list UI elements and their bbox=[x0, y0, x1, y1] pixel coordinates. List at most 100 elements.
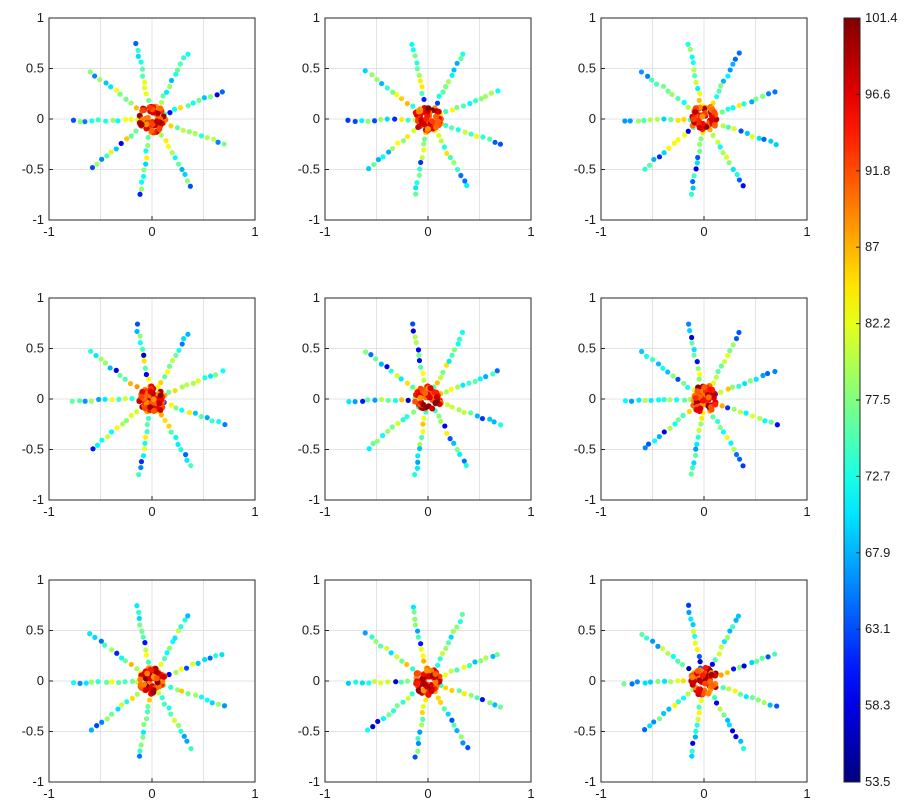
scatter-point bbox=[214, 92, 220, 98]
scatter-point bbox=[220, 368, 226, 374]
scatter-point bbox=[747, 378, 753, 384]
scatter-point bbox=[448, 386, 454, 392]
scatter-point bbox=[442, 423, 448, 429]
center-point bbox=[154, 118, 161, 125]
scatter-point bbox=[736, 329, 742, 336]
scatter-point bbox=[175, 722, 182, 729]
scatter-point bbox=[741, 101, 747, 107]
scatter-point bbox=[460, 103, 467, 109]
scatter-point bbox=[714, 94, 720, 100]
scatter-point bbox=[730, 61, 736, 67]
scatter-point bbox=[370, 724, 376, 730]
scatter-point bbox=[140, 346, 146, 352]
center-point bbox=[711, 109, 718, 116]
scatter-point bbox=[372, 397, 378, 403]
scatter-point bbox=[399, 116, 405, 123]
scatter-point bbox=[418, 722, 425, 728]
scatter-point bbox=[365, 397, 371, 403]
center-point bbox=[144, 114, 151, 121]
scatter-point bbox=[405, 695, 411, 702]
scatter-point bbox=[371, 161, 377, 168]
scatter-point bbox=[436, 93, 442, 99]
center-point bbox=[701, 384, 708, 391]
y-tick-label: 0 bbox=[589, 673, 596, 688]
scatter-point bbox=[687, 46, 694, 53]
colorbar-tick-label: 72.7 bbox=[865, 468, 890, 483]
scatter-point bbox=[710, 380, 716, 386]
scatter-point bbox=[768, 419, 774, 425]
scatter-point bbox=[690, 622, 696, 628]
scatter-point bbox=[440, 89, 446, 95]
y-tick-label: -1 bbox=[584, 212, 596, 227]
scatter-point bbox=[638, 69, 645, 75]
scatter-point bbox=[140, 734, 146, 740]
center-point bbox=[421, 121, 428, 128]
scatter-point bbox=[689, 54, 695, 60]
scatter-point bbox=[681, 132, 688, 138]
scatter-point bbox=[412, 53, 418, 59]
y-tick-label: -0.5 bbox=[22, 442, 44, 457]
scatter-point bbox=[438, 699, 444, 706]
scatter-point bbox=[410, 604, 417, 610]
scatter-point bbox=[98, 356, 104, 362]
x-tick-label: -1 bbox=[319, 504, 331, 519]
scatter-point bbox=[435, 662, 441, 668]
scatter-point bbox=[754, 658, 760, 664]
scatter-point bbox=[421, 658, 427, 664]
scatter-point bbox=[394, 654, 400, 660]
scatter-point bbox=[127, 381, 134, 387]
scatter-point bbox=[415, 459, 421, 465]
scatter-point bbox=[102, 642, 108, 648]
scatter-point bbox=[451, 347, 458, 353]
scatter-point bbox=[680, 695, 687, 701]
scatter-point bbox=[110, 117, 116, 123]
scatter-point bbox=[759, 655, 765, 661]
colorbar-gradient bbox=[844, 18, 860, 782]
scatter-point bbox=[667, 397, 673, 403]
scatter-point bbox=[694, 722, 700, 728]
scatter-point bbox=[95, 679, 101, 685]
scatter-point bbox=[740, 463, 746, 469]
scatter-point bbox=[98, 638, 104, 644]
scatter-point bbox=[446, 358, 452, 364]
center-point bbox=[154, 669, 161, 676]
center-point bbox=[427, 385, 434, 392]
scatter-point bbox=[731, 406, 737, 412]
scatter-point bbox=[774, 422, 780, 428]
scatter-point bbox=[715, 139, 721, 145]
scatter-point bbox=[756, 135, 762, 141]
scatter-point bbox=[685, 691, 691, 697]
center-point bbox=[697, 405, 704, 412]
scatter-point bbox=[773, 142, 779, 148]
scatter-point bbox=[692, 734, 698, 740]
y-tick-label: -0.5 bbox=[22, 724, 44, 739]
scatter-point bbox=[134, 691, 140, 697]
scatter-point bbox=[458, 734, 464, 740]
scatter-point bbox=[166, 423, 172, 429]
scatter-point bbox=[345, 117, 351, 123]
scatter-point bbox=[411, 128, 417, 134]
scatter-point bbox=[642, 445, 648, 451]
scatter-point bbox=[184, 178, 191, 184]
panel-r3-c3: -1 0 1 1 0.5 0 -0.5 -1 bbox=[574, 572, 811, 801]
scatter-point bbox=[740, 745, 747, 752]
scatter-point bbox=[134, 328, 140, 335]
y-tick-label: -1 bbox=[32, 492, 44, 507]
scatter-point bbox=[159, 695, 165, 701]
scatter-point bbox=[420, 653, 426, 659]
scatter-point bbox=[721, 712, 727, 718]
scatter-point bbox=[138, 742, 144, 748]
scatter-point bbox=[207, 655, 213, 661]
scatter-point bbox=[772, 89, 778, 95]
scatter-point bbox=[209, 700, 215, 706]
scatter-point bbox=[716, 88, 722, 94]
scatter-point bbox=[386, 712, 392, 718]
scatter-point bbox=[443, 362, 450, 368]
scatter-point bbox=[740, 183, 746, 189]
scatter-point bbox=[725, 352, 731, 359]
scatter-point bbox=[173, 434, 179, 441]
scatter-point bbox=[164, 650, 170, 656]
scatter-point bbox=[479, 415, 486, 422]
scatter-point bbox=[371, 118, 378, 124]
scatter-point bbox=[467, 100, 473, 107]
